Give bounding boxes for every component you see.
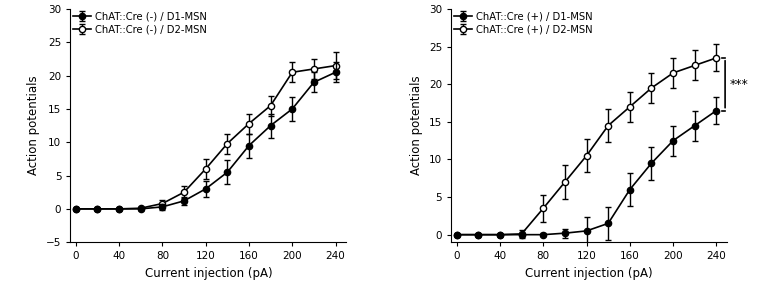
Y-axis label: Action potentials: Action potentials [411, 76, 423, 176]
Legend: ChAT::Cre (+) / D1-MSN, ChAT::Cre (+) / D2-MSN: ChAT::Cre (+) / D1-MSN, ChAT::Cre (+) / … [454, 12, 593, 34]
X-axis label: Current injection (pA): Current injection (pA) [145, 267, 272, 280]
Text: ***: *** [730, 78, 748, 91]
X-axis label: Current injection (pA): Current injection (pA) [526, 267, 653, 280]
Y-axis label: Action potentials: Action potentials [27, 76, 41, 176]
Legend: ChAT::Cre (-) / D1-MSN, ChAT::Cre (-) / D2-MSN: ChAT::Cre (-) / D1-MSN, ChAT::Cre (-) / … [74, 12, 207, 34]
